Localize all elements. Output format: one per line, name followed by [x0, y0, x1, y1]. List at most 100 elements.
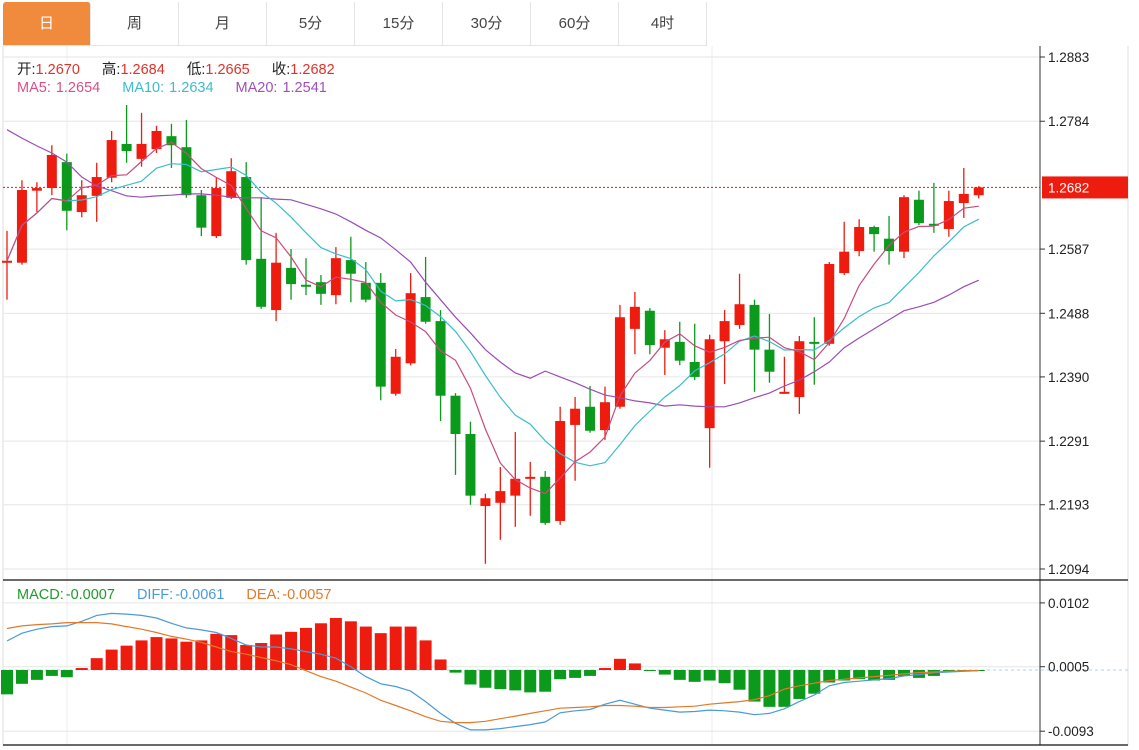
tab-30min[interactable]: 30分	[443, 2, 531, 45]
candle-body	[525, 476, 536, 479]
tab-day[interactable]: 日	[3, 2, 91, 45]
ma5-line	[6, 141, 979, 495]
candle	[570, 397, 581, 481]
price-axis: 1.2883 1.2784 1.2587 1.2488 1.2390 1.2291 1.21…	[3, 46, 1128, 746]
macd-bar	[748, 670, 761, 702]
candle-body	[226, 171, 237, 198]
candle	[271, 232, 282, 322]
macd-legend: MACD: -0.0007 DIFF: -0.0061 DEA: -0.0057	[17, 587, 349, 603]
macd-bar	[60, 670, 73, 678]
candle-body	[779, 391, 790, 394]
candle	[226, 158, 237, 200]
candle-body	[61, 162, 72, 211]
ma10-line	[6, 163, 980, 467]
candle	[31, 182, 42, 213]
candle	[674, 321, 685, 366]
candle-body	[480, 498, 491, 507]
candle	[136, 112, 147, 167]
candle-body	[854, 227, 865, 252]
candle-body	[570, 408, 581, 425]
candle-body	[450, 395, 461, 435]
candle	[495, 467, 506, 540]
candle-body	[31, 188, 42, 191]
macd-bar	[300, 627, 312, 670]
y-tick-label: 1.2883	[1048, 50, 1089, 65]
macd-bar	[329, 618, 342, 670]
macd-bar	[449, 670, 462, 673]
macd-bar	[912, 670, 925, 678]
tab-15min[interactable]: 15分	[355, 2, 443, 45]
tab-week[interactable]: 周	[91, 2, 179, 45]
last-price-label: 1.2682	[1048, 180, 1089, 195]
candle-body	[271, 262, 282, 311]
candle-body	[241, 177, 252, 261]
candle	[345, 236, 356, 303]
macd-bar	[30, 670, 43, 680]
macd-bar	[539, 670, 552, 692]
macd-y-tick-label: 0.0005	[1048, 660, 1089, 675]
period-tabs: 日 周 月 5分 15分 30分 60分 4时	[3, 2, 707, 46]
low-label: 低:	[186, 62, 206, 78]
macd-bar	[808, 670, 821, 694]
diff-label: DIFF:	[136, 587, 174, 603]
macd-bar	[673, 670, 686, 680]
macd-bar	[434, 659, 447, 670]
macd-bar	[225, 635, 238, 670]
candle	[749, 299, 760, 392]
tab-4hour[interactable]: 4时	[619, 2, 707, 45]
macd-bar	[240, 644, 253, 670]
candlestick-series	[2, 105, 1040, 564]
candle	[525, 461, 536, 516]
ma20-line	[6, 129, 980, 408]
ma5-value: 1.2654	[55, 80, 101, 96]
candle	[899, 195, 909, 259]
tab-60min[interactable]: 60分	[531, 2, 619, 45]
y-tick-label: 1.2488	[1048, 306, 1089, 321]
candle-body	[824, 263, 835, 344]
macd-bar	[823, 670, 836, 683]
candle	[809, 317, 820, 385]
candle	[181, 119, 192, 198]
high-label: 高:	[101, 62, 121, 78]
candle-body	[764, 349, 775, 372]
candle-body	[719, 321, 730, 342]
candle-body	[181, 147, 192, 196]
macd-bar	[554, 670, 567, 680]
y-tick-label: 1.2291	[1048, 434, 1089, 449]
macd-bar	[628, 663, 641, 670]
macd-bar	[404, 626, 417, 670]
macd-bar	[613, 658, 626, 670]
macd-bar	[718, 670, 731, 684]
candle	[585, 385, 596, 433]
tab-5min[interactable]: 5分	[267, 2, 355, 45]
candle-body	[689, 361, 700, 377]
candle	[301, 258, 311, 296]
candle-body	[659, 339, 670, 348]
candle	[973, 186, 984, 199]
tab-month[interactable]: 月	[179, 2, 267, 45]
candle-body	[809, 341, 820, 344]
candle	[824, 262, 835, 346]
candle-body	[46, 154, 57, 189]
candle-body	[913, 199, 924, 224]
candle	[241, 162, 252, 265]
candle-body	[315, 282, 326, 294]
macd-bar	[150, 637, 163, 670]
macd-bar	[703, 670, 716, 681]
macd-y-tick-label: -0.0093	[1048, 724, 1094, 739]
macd-bar	[569, 670, 582, 678]
candle	[211, 177, 222, 239]
candle	[644, 308, 655, 355]
macd-bar	[464, 670, 477, 685]
candle	[913, 190, 924, 226]
candle	[629, 291, 640, 355]
macd-bar	[285, 631, 298, 670]
last-price-tag	[1042, 176, 1128, 199]
candle	[106, 130, 117, 183]
candle-body	[390, 356, 401, 394]
dea-label: DEA:	[246, 587, 281, 603]
macd-y-tick-label: 0.0102	[1048, 596, 1089, 611]
candle	[869, 225, 880, 252]
macd-bar	[898, 670, 910, 676]
